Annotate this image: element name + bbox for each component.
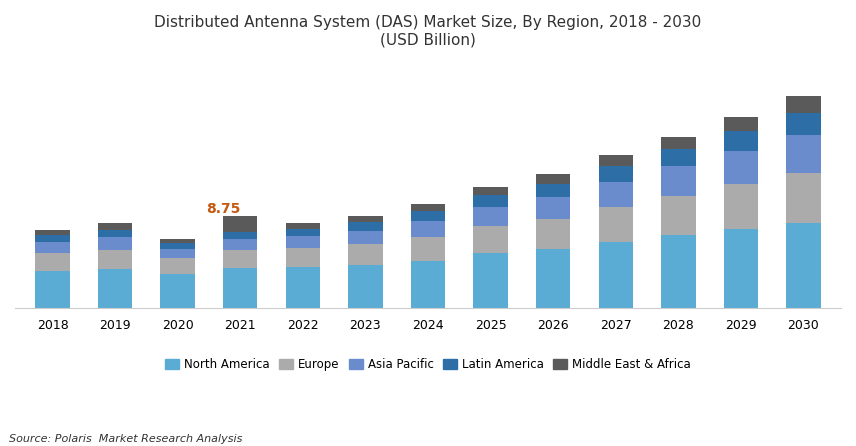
Bar — [598, 242, 633, 308]
Bar — [98, 223, 133, 230]
Bar — [536, 249, 570, 308]
Bar — [661, 235, 696, 308]
Bar — [286, 223, 320, 229]
Bar — [536, 184, 570, 197]
Bar — [223, 232, 258, 239]
Legend: North America, Europe, Asia Pacific, Latin America, Middle East & Africa: North America, Europe, Asia Pacific, Lat… — [160, 353, 696, 376]
Bar — [536, 219, 570, 249]
Bar — [223, 239, 258, 250]
Bar — [98, 238, 133, 250]
Bar — [787, 223, 821, 308]
Bar — [598, 155, 633, 166]
Bar — [787, 112, 821, 135]
Bar — [35, 230, 69, 235]
Bar — [411, 204, 445, 211]
Bar — [160, 243, 195, 249]
Title: Distributed Antenna System (DAS) Market Size, By Region, 2018 - 2030
(USD Billio: Distributed Antenna System (DAS) Market … — [154, 15, 702, 47]
Bar — [787, 135, 821, 173]
Text: 8.75: 8.75 — [205, 202, 241, 216]
Bar — [223, 250, 258, 268]
Bar — [411, 260, 445, 308]
Bar — [473, 253, 508, 308]
Bar — [160, 258, 195, 274]
Bar — [160, 274, 195, 308]
Bar — [473, 187, 508, 195]
Bar — [661, 166, 696, 196]
Bar — [661, 136, 696, 149]
Bar — [35, 242, 69, 253]
Bar — [35, 235, 69, 242]
Bar — [98, 230, 133, 238]
Bar — [286, 248, 320, 267]
Bar — [723, 229, 758, 308]
Bar — [723, 117, 758, 131]
Bar — [286, 267, 320, 308]
Bar — [723, 184, 758, 229]
Bar — [411, 211, 445, 221]
Bar — [787, 96, 821, 112]
Bar — [98, 269, 133, 308]
Bar — [348, 231, 383, 244]
Bar — [723, 131, 758, 151]
Bar — [787, 173, 821, 223]
Bar — [35, 253, 69, 271]
Bar — [98, 250, 133, 269]
Bar — [661, 196, 696, 235]
Bar — [160, 249, 195, 258]
Bar — [160, 239, 195, 243]
Bar — [35, 271, 69, 308]
Bar — [348, 216, 383, 223]
Bar — [348, 223, 383, 231]
Bar — [598, 207, 633, 242]
Bar — [598, 182, 633, 207]
Bar — [473, 206, 508, 226]
Bar — [661, 149, 696, 166]
Bar — [598, 166, 633, 182]
Bar — [473, 226, 508, 253]
Bar — [348, 264, 383, 308]
Bar — [536, 197, 570, 219]
Bar — [723, 151, 758, 184]
Text: Source: Polaris  Market Research Analysis: Source: Polaris Market Research Analysis — [9, 434, 242, 444]
Bar — [223, 216, 258, 232]
Bar — [411, 238, 445, 260]
Bar — [286, 236, 320, 248]
Bar — [223, 268, 258, 308]
Bar — [411, 221, 445, 238]
Bar — [536, 173, 570, 184]
Bar — [348, 244, 383, 264]
Bar — [473, 195, 508, 206]
Bar — [286, 229, 320, 236]
